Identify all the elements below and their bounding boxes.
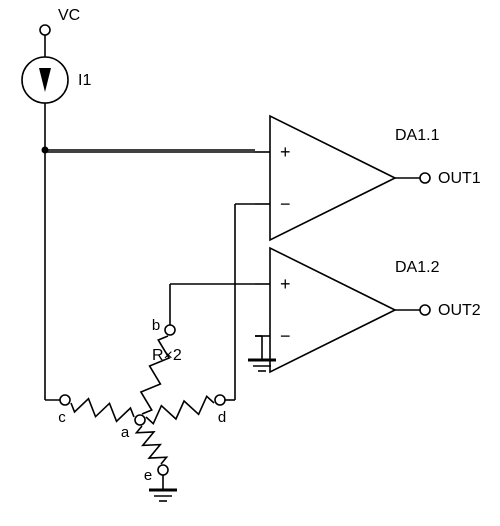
label-node-b: b — [152, 317, 160, 334]
node-e — [158, 465, 168, 475]
label-da1-2: DA1.2 — [395, 259, 440, 276]
node-a — [135, 415, 145, 425]
label-out2: OUT2 — [438, 302, 481, 319]
svg-text:+: + — [280, 274, 291, 294]
label-node-c: c — [58, 409, 66, 426]
label-node-a: a — [121, 424, 130, 441]
svg-text:−: − — [280, 194, 291, 214]
label-node-e: e — [144, 467, 152, 484]
label-da1-1: DA1.1 — [395, 127, 440, 144]
label-node-d: d — [218, 409, 226, 426]
svg-text:+: + — [280, 142, 291, 162]
svg-text:−: − — [280, 326, 291, 346]
circuit-diagram: + − + − VC I1 R×2 DA1.1 DA1.2 OUT1 OUT2 a b c d e — [0, 0, 500, 526]
node-d — [215, 395, 225, 405]
node-c — [60, 395, 70, 405]
label-i1: I1 — [78, 72, 91, 89]
label-rx2: R×2 — [152, 347, 182, 364]
label-vc: VC — [58, 7, 80, 24]
node-b — [165, 325, 175, 335]
label-out1: OUT1 — [438, 170, 481, 187]
